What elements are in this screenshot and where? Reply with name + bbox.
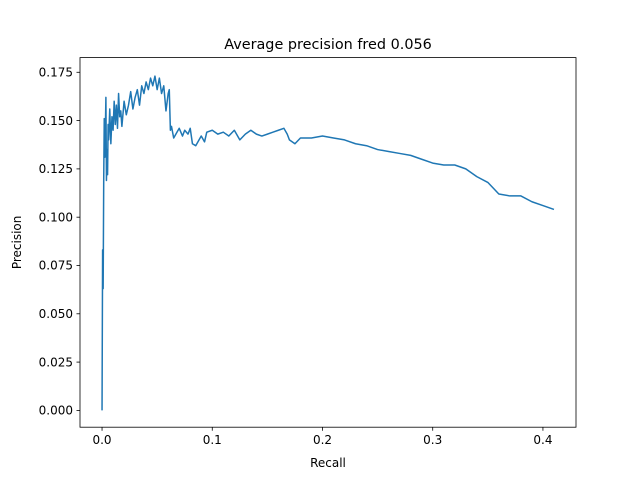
y-tick-label: 0.100 [39,210,73,224]
y-tick-label: 0.050 [39,307,73,321]
axes-frame [79,57,577,428]
x-tick-label: 0.4 [533,433,552,447]
y-tick-label: 0.025 [39,355,73,369]
x-tick-label: 0.2 [313,433,332,447]
series-line-0 [101,75,555,411]
y-tick-label: 0.000 [39,404,73,418]
y-tick-label: 0.125 [39,162,73,176]
x-tick-label: 0.0 [92,433,111,447]
axis-ticks: 0.0 0.1 0.2 0.3 0.4 0.000 0.025 0.050 0.075 0.100… [39,65,553,447]
x-tick-label: 0.1 [203,433,222,447]
y-tick-label: 0.075 [39,259,73,273]
x-axis-label: Recall [310,456,346,470]
y-tick-label: 0.175 [39,65,73,79]
plot-area [101,75,555,411]
y-tick-label: 0.150 [39,114,73,128]
y-axis-label: Precision [10,216,24,270]
x-tick-label: 0.3 [423,433,442,447]
chart-title: Average precision fred 0.056 [224,37,432,53]
